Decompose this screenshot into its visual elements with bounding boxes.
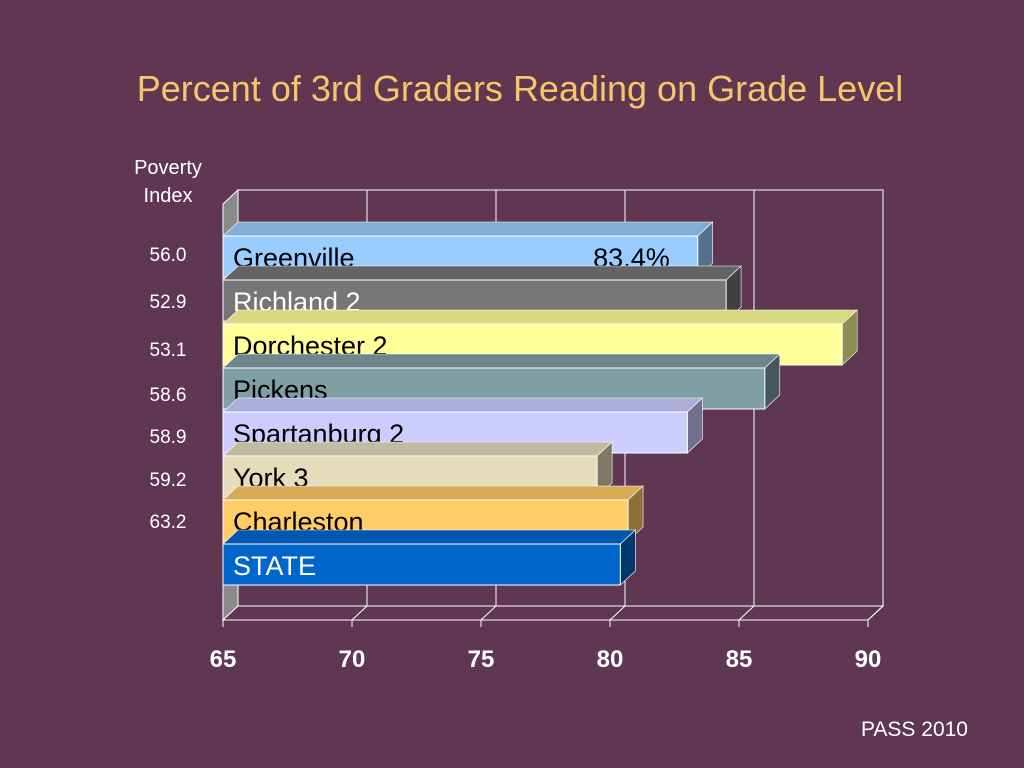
x-tick-label-75: 75 [468,646,495,673]
poverty-header-line2: Index [143,185,193,207]
bar-front-state [222,543,621,586]
bar-top-greenville [222,221,714,237]
bar-top-dorchester-2 [222,309,858,325]
bar-top-york-3 [222,441,613,457]
x-tick-label-90: 90 [855,646,882,673]
chart-title: Percent of 3rd Graders Reading on Grade … [136,68,904,109]
bar-top-richland-2 [222,265,742,281]
poverty-index-charleston: 63.2 [149,512,187,533]
gridline-floor-75 [480,605,497,621]
bar-top-spartanburg-2 [222,397,704,413]
poverty-index-spartanburg-2: 58.9 [149,427,187,448]
poverty-index-header: Poverty Index [118,154,218,210]
x-tick-label-80: 80 [597,646,624,673]
poverty-index-greenville: 56.0 [149,245,187,266]
plot-floor [221,605,885,621]
source-note: PASS 2010 [860,718,968,741]
poverty-header-line1: Poverty [134,157,202,179]
bar-state: STATE [222,529,637,586]
bar-top-pickens [222,353,781,369]
poverty-index-pickens: 58.6 [149,385,187,406]
bar-top-state [222,529,637,545]
poverty-index-dorchester-2: 53.1 [149,340,187,361]
gridline-floor-80 [609,605,626,621]
bar-label-state: STATE [233,551,316,581]
gridline-floor-85 [738,605,755,621]
x-tick-label-70: 70 [339,646,366,673]
poverty-index-richland-2: 52.9 [149,292,187,313]
gridline-floor-90 [867,605,884,621]
poverty-index-york-3: 59.2 [149,470,187,491]
x-tick-label-85: 85 [726,646,753,673]
gridline-floor-70 [351,605,368,621]
x-tick-label-65: 65 [210,646,237,673]
bar-top-charleston [222,485,644,501]
